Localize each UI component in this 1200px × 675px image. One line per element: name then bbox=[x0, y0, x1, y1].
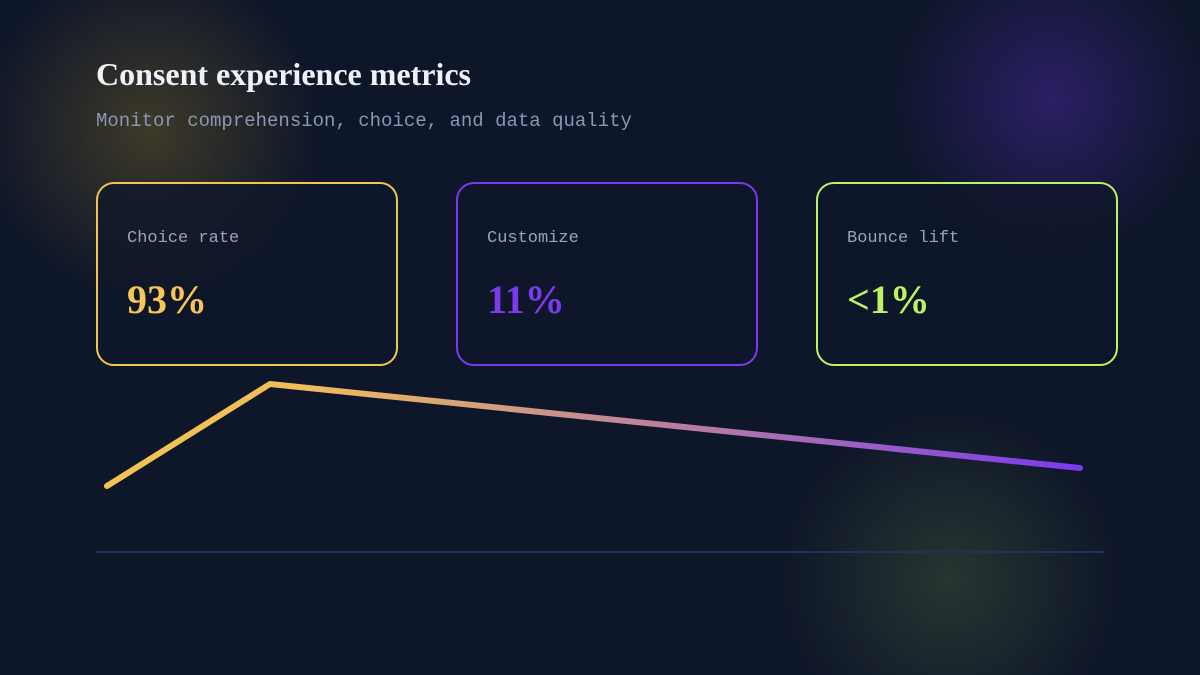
metric-label: Bounce lift bbox=[847, 229, 960, 248]
metric-value: 93% bbox=[127, 277, 207, 322]
subtitle: Monitor comprehension, choice, and data … bbox=[96, 110, 632, 132]
metric-value: 11% bbox=[487, 277, 565, 322]
metric-card: Bounce lift <1% bbox=[816, 182, 1118, 366]
metric-value: <1% bbox=[847, 277, 930, 322]
metric-label: Customize bbox=[487, 229, 579, 248]
metric-card: Choice rate 93% bbox=[96, 182, 398, 366]
trend-line bbox=[104, 381, 1083, 489]
metric-label: Choice rate bbox=[127, 229, 240, 248]
metric-card: Customize 11% bbox=[456, 182, 758, 366]
title: Consent experience metrics bbox=[96, 56, 471, 92]
